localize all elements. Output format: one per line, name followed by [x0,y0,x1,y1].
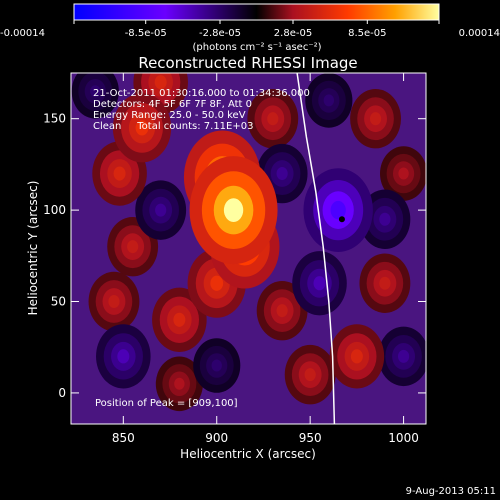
colorbar-tick-label: -0.00014 [0,28,45,39]
source-marker [338,216,345,223]
y-tick-label: 50 [51,295,66,309]
emission-contour [398,167,409,180]
emission-contour [108,294,120,309]
annotation-energy: Energy Range: 25.0 - 50.0 keV [93,110,246,121]
emission-contour [276,304,288,318]
emission-contour [210,275,224,291]
y-axis-label: Heliocentric Y (arcsec) [26,181,40,316]
emission-contour [211,359,222,372]
solar-limb-curve [296,73,336,424]
annotation-peak: Position of Peak = [909,100] [95,398,238,409]
colorbar-tick-label: 8.5e-05 [348,28,386,39]
x-tick-label: 1000 [388,431,419,445]
axis-ticks: 850 900 950 1000 0 50 100 150 [43,73,426,445]
annotation-method-counts: Clean Total counts: 7.11E+03 [93,121,253,132]
y-tick-label: 0 [58,386,66,400]
annotation-detectors: Detectors: 4F 5F 6F 7F 8F, Att 0 [93,99,252,110]
emission-contour [223,198,244,222]
colorbar-ticks: -0.00014 -8.5e-05 -2.8e-05 2.8e-05 8.5e-05 0.… [0,20,500,39]
colorbar-tick-label: -8.5e-05 [125,28,167,39]
footer-date: 9-Aug-2013 05:11 [406,486,496,497]
chart-title: Reconstructed RHESSI Image [138,54,357,72]
x-tick-label: 900 [205,431,228,445]
colorbar-units: (photons cm⁻² s⁻¹ asec⁻²) [192,42,321,53]
emission-contour [117,349,130,364]
colorbar [73,3,440,21]
y-tick-label: 100 [43,203,66,217]
colorbar-tick-label: 2.8e-05 [274,28,312,39]
emission-contour [304,368,316,382]
image-area [71,73,426,424]
emission-contour [127,240,139,254]
emission-contour [135,120,149,136]
emission-contour [90,85,101,98]
x-tick-label: 850 [112,431,135,445]
emission-contour [313,276,326,291]
emission-contour [350,349,363,364]
emission-contour [174,377,185,390]
emission-contour [276,167,288,181]
x-axis-label: Heliocentric X (arcsec) [180,447,316,461]
emission-contour [267,112,279,126]
emission-contour [323,94,335,107]
emission-contour [113,166,126,181]
colorbar-tick-label: -2.8e-05 [199,28,241,39]
emission-contour [154,75,167,90]
emission-contour [369,112,382,126]
emission-contour [173,312,186,327]
annotation-time-range: 21-Oct-2011 01:30:16.000 to 01:34:36.000 [93,88,310,99]
emission-contour [330,200,346,220]
x-tick-label: 950 [299,431,322,445]
emission-contour [155,203,167,217]
emission-contour [379,212,391,226]
plot-frame [70,72,427,425]
colorbar-tick-label: 0.00014 [459,28,500,39]
y-tick-label: 150 [43,112,66,126]
emission-contour [379,276,391,290]
emission-contour [397,349,410,363]
